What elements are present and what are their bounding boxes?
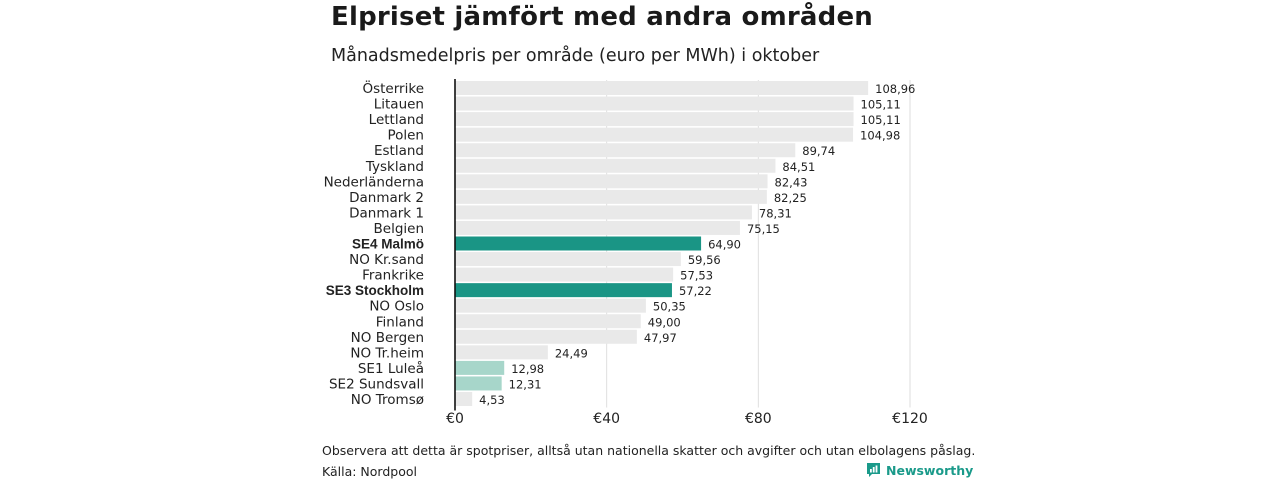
bar[interactable] [455,314,641,329]
value-label: 12,31 [509,377,542,391]
category-label: NO Oslo [369,299,424,315]
source-text: Källa: Nordpool [322,464,417,479]
value-label: 82,43 [775,175,808,189]
category-label: SE2 Sundsvall [329,376,424,392]
x-tick-label: €120 [892,411,928,427]
category-label: SE3 Stockholm [326,283,424,298]
value-label: 82,25 [774,191,807,205]
category-label: NO Kr.sand [349,252,424,268]
value-label: 89,74 [802,144,835,158]
value-label: 78,31 [759,206,792,220]
bar[interactable] [455,96,854,111]
category-label: Frankrike [362,268,424,284]
category-label: Nederländerna [324,174,424,190]
value-label: 105,11 [861,98,901,112]
x-tick-label: €0 [446,411,464,427]
brand-logo[interactable]: Newsworthy [866,462,973,478]
value-label: 49,00 [648,315,681,329]
footnote: Observera att detta är spotpriser, allts… [322,443,976,458]
value-label: 84,51 [782,160,815,174]
axis-layer: €0 €40 €80 €120 [446,79,928,427]
value-label: 108,96 [875,82,915,96]
category-label: Estland [374,143,424,159]
value-label: 4,53 [479,393,505,407]
bar-chart-icon [867,463,880,477]
bar[interactable] [455,360,505,375]
chart-title: Elpriset jämfört med andra områden [331,2,873,32]
value-label: 12,98 [511,362,544,376]
bar[interactable] [455,112,854,127]
category-label: Österrike [362,79,424,97]
category-label: Finland [376,314,424,330]
bar[interactable] [455,236,702,251]
bar[interactable] [455,158,776,173]
value-label: 57,53 [680,269,713,283]
label-layer: Österrike 108,96 Litauen 105,11 Lettland 105,… [324,79,916,408]
x-tick-label: €40 [593,411,620,427]
bar-chart: Österrike 108,96 Litauen 105,11 Lettland 105,… [324,79,928,427]
bar-layer [455,81,869,406]
bar[interactable] [455,392,473,406]
category-label: Lettland [369,112,424,128]
bar[interactable] [455,205,752,220]
category-label: Polen [387,128,424,144]
bar[interactable] [455,220,740,235]
value-label: 57,22 [679,284,712,298]
bar[interactable] [455,143,796,158]
category-label: NO Tromsø [351,392,424,408]
bar[interactable] [455,267,674,282]
value-label: 50,35 [653,300,686,314]
category-label: Litauen [374,97,424,113]
category-label: NO Bergen [351,330,424,346]
brand-name: Newsworthy [886,462,974,478]
value-label: 105,11 [861,113,901,127]
category-label: SE4 Malmö [352,237,424,252]
category-label: Belgien [374,221,425,237]
value-label: 47,97 [644,331,677,345]
value-label: 59,56 [688,253,721,267]
value-label: 64,90 [708,238,741,252]
bar[interactable] [455,81,869,95]
category-label: NO Tr.heim [350,345,424,361]
category-label: SE1 Luleå [358,360,424,377]
category-label: Tyskland [365,159,424,175]
value-label: 104,98 [860,129,900,143]
bar[interactable] [455,376,502,391]
category-label: Danmark 2 [349,190,424,206]
value-label: 24,49 [555,346,588,360]
category-label: Danmark 1 [349,205,424,221]
bar[interactable] [455,127,854,142]
bar[interactable] [455,345,548,360]
x-tick-label: €80 [745,411,772,427]
chart-subtitle: Månadsmedelpris per område (euro per MWh… [331,46,820,66]
value-label: 75,15 [747,222,780,236]
bar[interactable] [455,174,768,189]
bar[interactable] [455,283,672,298]
bar[interactable] [455,252,681,267]
bar[interactable] [455,329,637,344]
bar[interactable] [455,298,646,313]
bar[interactable] [455,189,767,204]
